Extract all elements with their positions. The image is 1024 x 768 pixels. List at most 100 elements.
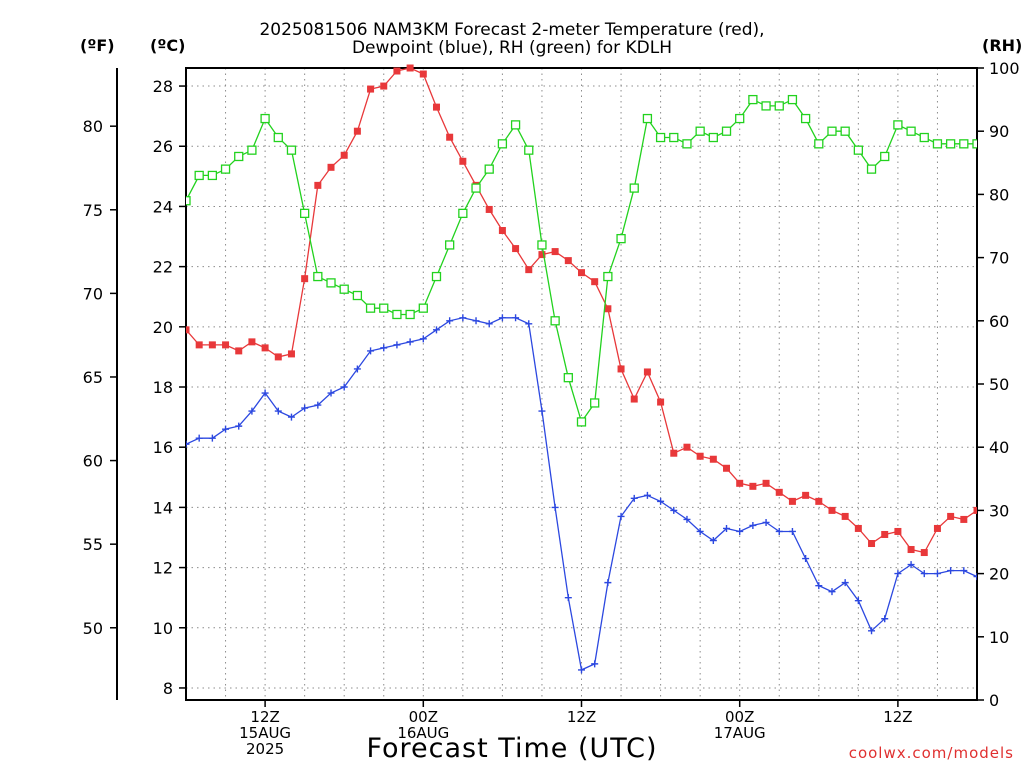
- rh-point: [273, 132, 283, 143]
- temperature-point: [459, 157, 467, 165]
- credit-link[interactable]: coolwx.com/models: [848, 744, 1014, 762]
- temperature-point: [815, 497, 823, 505]
- temperature-point: [960, 515, 968, 523]
- temperature-point: [564, 257, 572, 265]
- rh-point: [550, 316, 560, 326]
- dewpoint-point: [301, 404, 309, 412]
- rh-point: [880, 151, 890, 162]
- dewpoint-point: [617, 512, 625, 520]
- dewpoint-point: [591, 660, 599, 668]
- dewpoint-point: [274, 407, 282, 415]
- celsius-tick-label: 16: [153, 438, 173, 457]
- temperature-point: [432, 103, 440, 111]
- dewpoint-point: [512, 314, 520, 322]
- fahrenheit-tick-label: 80: [83, 117, 103, 136]
- rh-point: [418, 303, 428, 313]
- dewpoint-point: [709, 536, 717, 544]
- temperature-point: [802, 491, 810, 499]
- temperature-point: [235, 347, 243, 355]
- rh-point: [787, 94, 798, 105]
- rh-point: [629, 183, 639, 193]
- celsius-tick-label: 10: [153, 619, 173, 638]
- temperature-point: [920, 549, 928, 557]
- rh-point: [695, 126, 705, 136]
- dewpoint-point: [538, 407, 546, 415]
- temperature-point: [327, 163, 335, 171]
- temperature-point: [828, 506, 836, 514]
- rh-point: [563, 373, 573, 383]
- temperature-point: [881, 530, 889, 538]
- rh-tick-label: 20: [989, 565, 1009, 584]
- dewpoint-point: [696, 527, 704, 535]
- temperature-point: [419, 70, 427, 78]
- temperature-point: [538, 251, 546, 259]
- x-tick-label: 00Z: [409, 708, 438, 726]
- rh-point: [932, 139, 943, 149]
- temperature-point: [353, 127, 361, 135]
- dewpoint-point: [749, 521, 757, 529]
- temperature-point: [683, 443, 691, 451]
- rh-point: [959, 139, 969, 149]
- temperature-point: [762, 479, 770, 487]
- temperature-point: [498, 227, 506, 235]
- rh-point: [853, 145, 863, 155]
- dewpoint-point: [406, 338, 414, 346]
- temperature-point: [723, 464, 731, 472]
- dewpoint-point: [947, 567, 955, 575]
- temperature-point: [617, 365, 625, 373]
- temperature-point: [512, 245, 520, 253]
- rh-point: [682, 139, 692, 149]
- temperature-point: [393, 67, 401, 75]
- dewpoint-point: [525, 320, 533, 328]
- dewpoint-point: [841, 579, 849, 587]
- rh-point: [220, 164, 231, 174]
- rh-point: [827, 126, 837, 136]
- dewpoint-point: [564, 594, 572, 602]
- dewpoint-point: [907, 561, 915, 569]
- rh-tick-label: 10: [989, 628, 1009, 647]
- dewpoint-point: [485, 320, 493, 328]
- rh-tick-label: 50: [989, 375, 1009, 394]
- temperature-point: [248, 338, 256, 346]
- fahrenheit-tick-label: 75: [83, 201, 103, 220]
- rh-point: [510, 120, 521, 130]
- dewpoint-point: [186, 440, 190, 448]
- temperature-point: [643, 368, 651, 376]
- rh-point: [774, 101, 784, 111]
- rh-point: [260, 113, 270, 124]
- x-tick-label: 00Z: [725, 708, 754, 726]
- temperature-point: [340, 151, 348, 159]
- dewpoint-point: [657, 497, 665, 505]
- chart-title-line-2: Dewpoint (blue), RH (green) for KDLH: [351, 38, 673, 58]
- fahrenheit-tick-label: 50: [83, 619, 103, 638]
- dewpoint-point: [208, 434, 216, 442]
- temperature-point: [630, 395, 638, 403]
- celsius-tick-label: 20: [153, 318, 173, 337]
- temperature-point: [301, 275, 309, 283]
- dewpoint-point: [960, 567, 968, 575]
- dewpoint-point: [723, 524, 731, 532]
- dewpoint-point: [604, 579, 612, 587]
- rh-point: [814, 139, 824, 149]
- rh-tick-label: 70: [989, 249, 1009, 268]
- dewpoint-point: [459, 314, 467, 322]
- temperature-point: [775, 488, 783, 496]
- x-tick-label: 12Z: [883, 708, 912, 726]
- dewpoint-point: [353, 365, 361, 373]
- dewpoint-point: [551, 503, 559, 511]
- dewpoint-point: [578, 666, 585, 674]
- dewpoint-point: [815, 582, 823, 590]
- dewpoint-point: [762, 518, 770, 526]
- rh-point: [945, 139, 956, 149]
- rh-point: [537, 240, 547, 250]
- rh-point: [405, 309, 415, 320]
- dewpoint-point: [881, 615, 889, 623]
- temperature-point: [485, 205, 493, 213]
- rh-point: [616, 233, 626, 244]
- x-tick-label: 17AUG: [714, 724, 766, 742]
- dewpoint-point: [973, 573, 977, 581]
- celsius-tick-label: 12: [153, 559, 173, 578]
- dewpoint-point: [683, 515, 691, 523]
- dewpoint-point: [380, 344, 388, 352]
- rh-point: [972, 139, 977, 149]
